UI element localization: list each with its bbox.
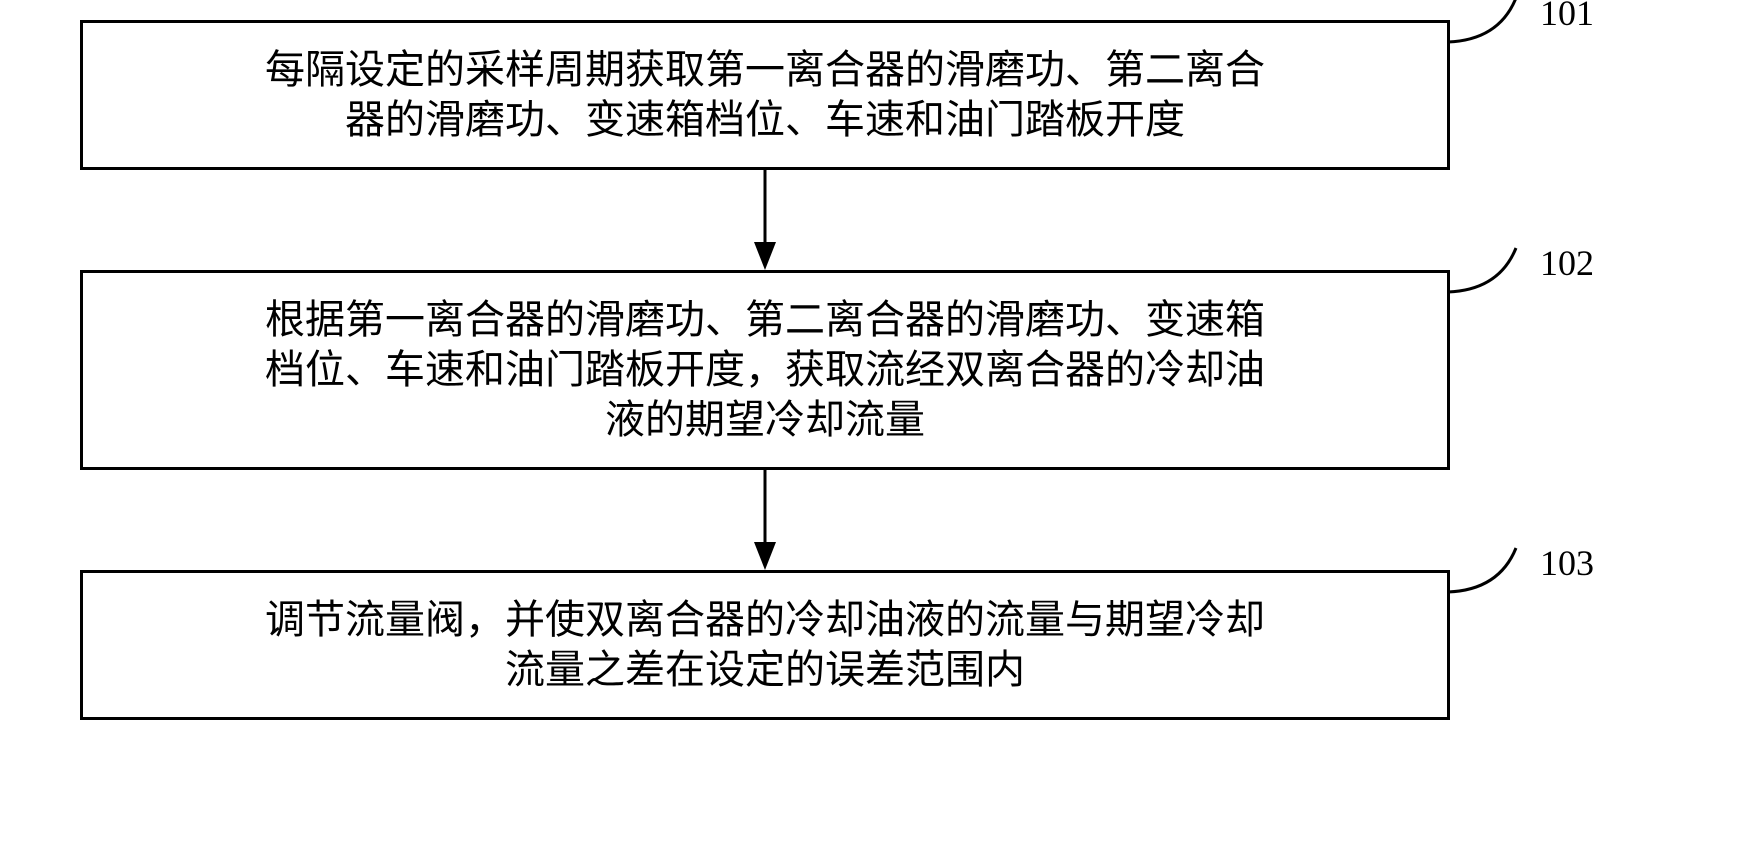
step-box-103: 调节流量阀，并使双离合器的冷却油液的流量与期望冷却 流量之差在设定的误差范围内: [80, 570, 1450, 720]
step-label-103: 103: [1540, 542, 1594, 584]
step-101-line-2: 器的滑磨功、变速箱档位、车速和油门踏板开度: [345, 95, 1185, 145]
arrow-101-to-102: [80, 170, 1450, 270]
step-102-line-2: 档位、车速和油门踏板开度，获取流经双离合器的冷却油: [265, 345, 1265, 395]
step-row-101: 每隔设定的采样周期获取第一离合器的滑磨功、第二离合 器的滑磨功、变速箱档位、车速…: [80, 20, 1660, 170]
step-103-line-1: 调节流量阀，并使双离合器的冷却油液的流量与期望冷却: [265, 595, 1265, 645]
flowchart-container: 每隔设定的采样周期获取第一离合器的滑磨功、第二离合 器的滑磨功、变速箱档位、车速…: [80, 20, 1660, 720]
arrow-102-to-103: [80, 470, 1450, 570]
step-103-line-2: 流量之差在设定的误差范围内: [505, 645, 1025, 695]
step-label-102: 102: [1540, 242, 1594, 284]
arrow-down-icon: [748, 470, 782, 570]
step-box-101: 每隔设定的采样周期获取第一离合器的滑磨功、第二离合 器的滑磨功、变速箱档位、车速…: [80, 20, 1450, 170]
step-row-103: 调节流量阀，并使双离合器的冷却油液的流量与期望冷却 流量之差在设定的误差范围内 …: [80, 570, 1660, 720]
step-102-line-3: 液的期望冷却流量: [605, 395, 925, 445]
step-row-102: 根据第一离合器的滑磨功、第二离合器的滑磨功、变速箱 档位、车速和油门踏板开度，获…: [80, 270, 1660, 470]
arrow-down-icon: [748, 170, 782, 270]
step-box-102: 根据第一离合器的滑磨功、第二离合器的滑磨功、变速箱 档位、车速和油门踏板开度，获…: [80, 270, 1450, 470]
step-102-line-1: 根据第一离合器的滑磨功、第二离合器的滑磨功、变速箱: [265, 295, 1265, 345]
step-101-line-1: 每隔设定的采样周期获取第一离合器的滑磨功、第二离合: [265, 45, 1265, 95]
step-label-101: 101: [1540, 0, 1594, 34]
